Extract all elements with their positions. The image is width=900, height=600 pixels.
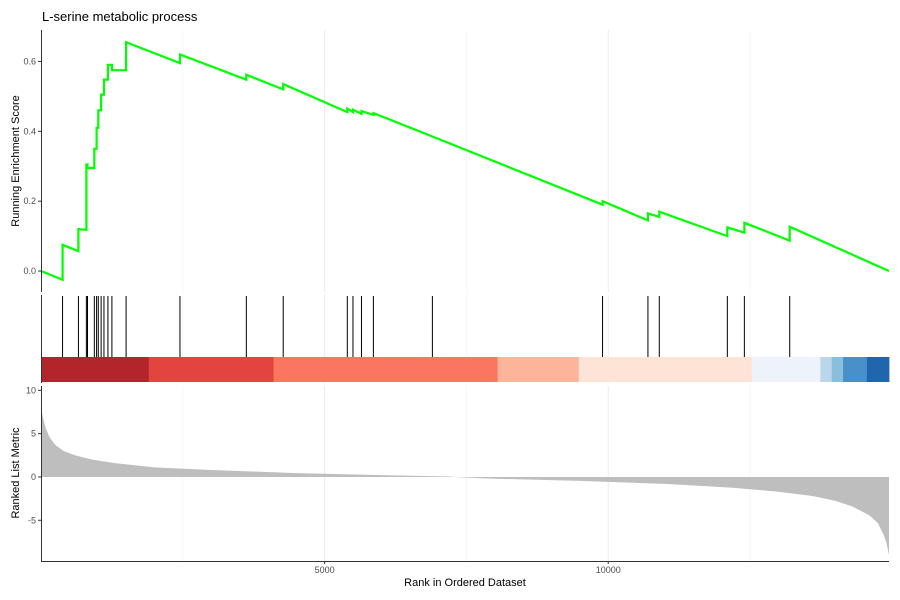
ranked-metric-panel: 10 5 0 -5 5000 10000 Rank in Ordered Dataset… [10,385,889,589]
color-bar-segment [578,357,753,382]
enrichment-y-tick-label: 0.4 [23,126,36,136]
ranked-y-tick-label: -5 [28,515,36,525]
running-enrichment-score-line [40,40,890,282]
color-bar-segment [751,357,821,382]
enrichment-gridlines [182,30,751,292]
color-bar-segment [831,357,844,382]
gene-hit-marks [62,296,791,357]
ranked-y-tick-label: 5 [31,429,36,439]
x-ticks: 5000 10000 [315,561,621,575]
color-bar-segment [820,357,833,382]
x-axis-title: Rank in Ordered Dataset [404,577,526,589]
ranked-y-ticks: 10 5 0 -5 [26,385,41,525]
rank-color-bar [41,357,890,382]
enrichment-panel: 0.0 0.2 0.4 0.6 Running Enrichment Score [10,30,890,292]
enrichment-y-tick-label: 0.0 [23,266,36,276]
color-bar-segment [41,357,150,382]
enrichment-y-ticks: 0.0 0.2 0.4 0.6 [23,56,41,276]
color-bar-segment [866,357,890,382]
ranked-y-tick-label: 0 [31,472,36,482]
x-tick-label: 5000 [315,565,335,575]
color-bar-segment [273,357,499,382]
ranked-y-tick-label: 10 [26,385,36,395]
x-tick-label: 10000 [596,565,621,575]
ranked-y-axis-title: Ranked List Metric [10,427,22,519]
enrichment-y-tick-label: 0.2 [23,196,36,206]
chart-title: L-serine metabolic process [42,9,198,24]
color-bar-segment [148,357,274,382]
enrichment-y-tick-label: 0.6 [23,56,36,66]
enrichment-y-axis-title: Running Enrichment Score [10,95,22,226]
color-bar-segment [843,357,868,382]
color-bar-segment [497,357,580,382]
ranked-list-metric-area [41,407,889,555]
hits-panel [41,295,890,383]
